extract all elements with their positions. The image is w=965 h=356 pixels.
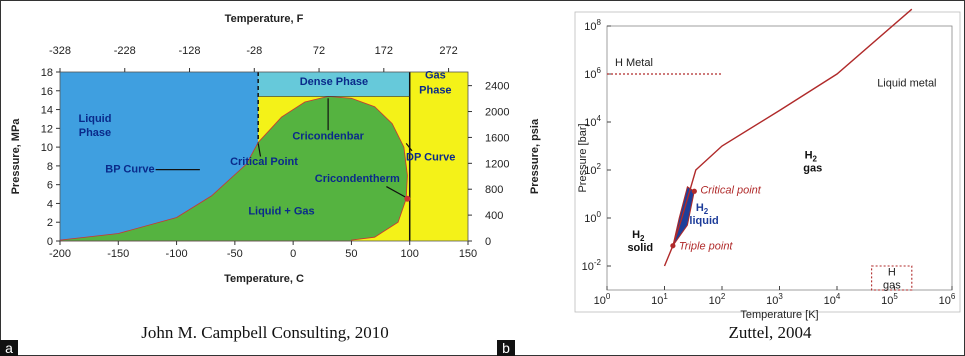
h-metal-label: H Metal xyxy=(615,57,653,69)
critical-point-label: Critical Point xyxy=(230,156,298,168)
x-tick-label: 100 xyxy=(401,248,419,260)
triple-point-marker xyxy=(670,243,676,249)
x-tick-label: -150 xyxy=(107,248,129,260)
panel-tag-a-box xyxy=(0,340,18,356)
gas-phase-label: Gas xyxy=(425,70,446,82)
right-tick-label: 2000 xyxy=(485,107,509,119)
top-tick-label: -128 xyxy=(179,45,201,57)
top-tick-label: 172 xyxy=(375,45,393,57)
panel-tag-b-box xyxy=(497,340,515,356)
y-tick-label: 16 xyxy=(41,86,53,98)
h2-liquid-label-line2: liquid xyxy=(689,215,718,227)
phase-boundary-line xyxy=(663,8,913,267)
top-axis-label: Temperature, F xyxy=(225,13,304,25)
cricondentherm-arrow xyxy=(386,186,406,198)
cricondentherm-point xyxy=(404,195,411,202)
liquid-phase-label: Liquid xyxy=(78,113,111,125)
x-tick-label: 0 xyxy=(290,248,296,260)
panel-tag-a: a xyxy=(5,340,13,356)
y-tick-label: 2 xyxy=(47,217,53,229)
critical-point-marker xyxy=(691,188,697,194)
y-tick-label: 10 xyxy=(41,142,53,154)
two-phase-label: Liquid + Gas xyxy=(248,206,314,218)
bp-curve-label: BP Curve xyxy=(105,163,154,175)
h-gas-label-line2: gas xyxy=(883,280,901,292)
liquid-metal-label: Liquid metal xyxy=(877,78,936,90)
right-tick-label: 800 xyxy=(485,184,503,196)
top-tick-label: -228 xyxy=(114,45,136,57)
y-axis-label: Pressure [bar] xyxy=(577,123,589,192)
y-tick-label: 8 xyxy=(47,161,53,173)
right-tick-label: 1600 xyxy=(485,132,509,144)
critical-point-label: Critical point xyxy=(700,184,761,196)
x-axis-label: Temperature, C xyxy=(224,273,304,285)
x-axis-label: Temperature [K] xyxy=(740,309,818,321)
top-tick-label: -328 xyxy=(49,45,71,57)
top-tick-label: -28 xyxy=(246,45,262,57)
two-phase-envelope xyxy=(59,95,408,242)
chart-a-plot-border xyxy=(59,71,469,242)
cricondenbar-label: Cricondenbar xyxy=(292,131,364,143)
dp-curve-label: DP Curve xyxy=(406,151,455,163)
triple-point-label: Triple point xyxy=(679,241,734,253)
x-tick-label: -200 xyxy=(49,248,71,260)
dense-phase-label: Dense Phase xyxy=(300,76,368,88)
x-tick-label: 150 xyxy=(459,248,477,260)
y-tick-label: 12 xyxy=(41,123,53,135)
right-tick-label: 400 xyxy=(485,210,503,222)
cricondentherm-label: Cricondentherm xyxy=(315,173,400,185)
right-tick-label: 2400 xyxy=(485,81,509,93)
dp-curve-arrow xyxy=(405,142,413,152)
x-tick-label: -100 xyxy=(166,248,188,260)
h2-gas-label-line2: gas xyxy=(803,163,822,175)
y-axis-label: Pressure, MPa xyxy=(10,118,22,195)
x-tick-label: -50 xyxy=(227,248,243,260)
y-tick-label: 4 xyxy=(47,198,53,210)
h2-solid-label-line2: solid xyxy=(627,242,653,254)
liquid-phase-label: Phase xyxy=(79,127,111,139)
x-tick-label: 50 xyxy=(345,248,357,260)
right-tick-label: 1200 xyxy=(485,158,509,170)
gas-phase-region xyxy=(409,72,468,241)
critical-point-arrow xyxy=(257,143,262,157)
h-gas-box xyxy=(871,265,913,291)
caption-a: John M. Campbell Consulting, 2010 xyxy=(141,323,388,342)
y-tick-label: 18 xyxy=(41,67,53,79)
y-tick-label: 6 xyxy=(47,180,53,192)
panel-tag-b: b xyxy=(502,340,510,356)
h-gas-label: H xyxy=(888,267,896,279)
gas-phase-label: Phase xyxy=(419,85,451,97)
top-tick-label: 272 xyxy=(439,45,457,57)
y-tick-label: 14 xyxy=(41,105,53,117)
caption-b: Zuttel, 2004 xyxy=(728,323,812,342)
top-tick-label: 72 xyxy=(313,45,325,57)
right-axis-label: Pressure, psia xyxy=(529,118,541,194)
dense-phase-region xyxy=(258,72,410,97)
y-tick-label: 0 xyxy=(47,236,53,248)
right-tick-label: 0 xyxy=(485,236,491,248)
chart-b-frame xyxy=(574,11,961,313)
